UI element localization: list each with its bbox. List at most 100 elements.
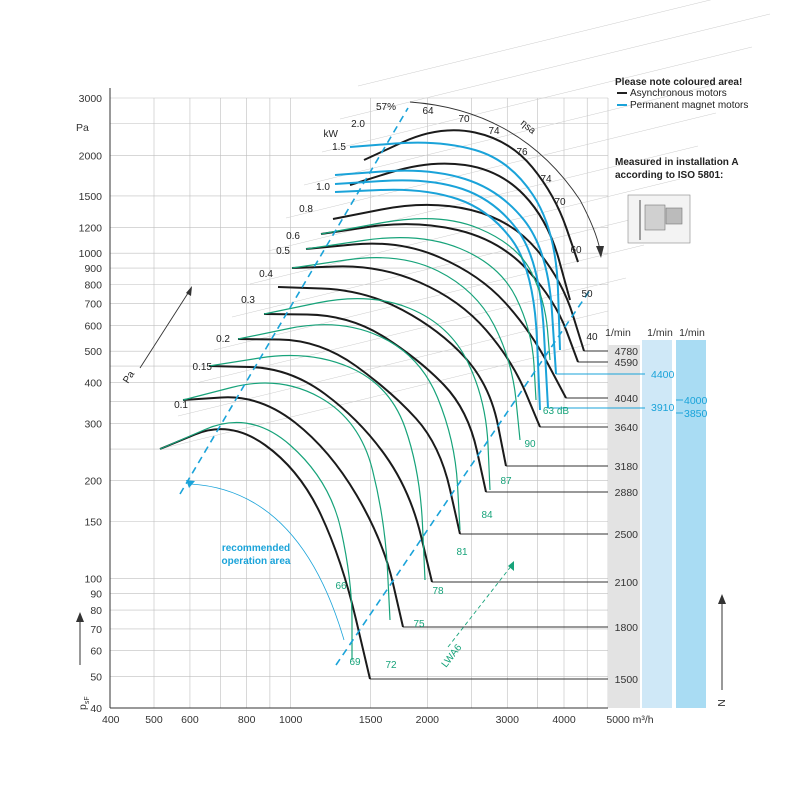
efficiency-label: 70 (554, 197, 566, 208)
curve-async (349, 162, 571, 301)
speed-label-pm: 3910 (651, 402, 675, 414)
x-tick-label: 3000 (496, 714, 520, 726)
speed-column-async (608, 345, 640, 708)
efficiency-label: 70 (458, 114, 470, 125)
curve-async (182, 396, 404, 628)
speed-label-async: 2100 (615, 577, 639, 589)
x-tick-label: 800 (238, 714, 256, 726)
speed-label-async: 2500 (615, 529, 639, 541)
y-tick-label: 300 (84, 418, 102, 430)
speed-label-pm: 4000 (684, 395, 708, 407)
y-tick-label: 900 (84, 263, 102, 275)
power-axis-name: Pa (121, 369, 137, 386)
efficiency-axis-label: ηsa (518, 118, 538, 137)
power-label: 1.0 (316, 182, 330, 193)
y-tick-label: 1200 (79, 222, 103, 234)
efficiency-label: 60 (570, 245, 582, 256)
x-tick-label: 500 (145, 714, 163, 726)
noise-label: 66 (335, 581, 347, 592)
y-tick-label: 800 (84, 280, 102, 292)
noise-label: 84 (481, 510, 493, 521)
curve-async (208, 365, 433, 583)
speed-label-async: 3640 (615, 422, 639, 434)
power-label: 0.1 (174, 400, 188, 411)
power-unit-label: kW (324, 129, 339, 140)
y-tick-label: 40 (90, 703, 102, 715)
speed-column-header: 1/min (647, 327, 673, 339)
curve-pm (334, 188, 541, 411)
noise-axis-label: LWA6 (440, 642, 465, 670)
curve-pm (349, 141, 561, 351)
efficiency-label: 64 (422, 106, 434, 117)
y-tick-label: 1500 (79, 191, 103, 203)
efficiency-label: 74 (540, 174, 552, 185)
y-tick-label: 700 (84, 299, 102, 311)
operation-boundary-left (179, 107, 409, 495)
speed-label-async: 2880 (615, 487, 639, 499)
speed-label-async: 1800 (615, 622, 639, 634)
power-axis-arrow (139, 289, 191, 369)
efficiency-label: 50 (581, 289, 593, 300)
power-label: 2.0 (351, 119, 365, 130)
y-axis-arrowhead (76, 612, 84, 622)
x-tick-label: 400 (102, 714, 120, 726)
operation-boundary-right (335, 289, 591, 666)
grid (109, 97, 609, 709)
speed-axis-label: N (716, 699, 728, 707)
curve-pm (334, 169, 557, 375)
fan-curves (159, 129, 585, 680)
y-tick-label: 200 (84, 476, 102, 488)
oblique-line (213, 244, 645, 351)
x-tick-label: 5000 m³/h (606, 714, 653, 726)
noise-label: 69 (349, 657, 361, 668)
efficiency-arrowhead (596, 246, 604, 258)
y-tick-label: 70 (90, 624, 102, 636)
legend-label: Permanent magnet motors (630, 100, 748, 111)
curve-efficiency (263, 298, 491, 491)
y-tick-label: 50 (90, 671, 102, 683)
y-tick-label: 400 (84, 378, 102, 390)
oblique-line (321, 46, 753, 153)
noise-label: 72 (385, 660, 397, 671)
speed-column-pm-1 (642, 340, 672, 708)
efficiency-label: 76 (516, 147, 528, 158)
noise-label: 90 (524, 439, 536, 450)
measurement-note: Measured in installation A (615, 157, 739, 168)
y-tick-label: 600 (84, 320, 102, 332)
curve-efficiency (291, 257, 521, 441)
noise-label: 87 (500, 476, 512, 487)
efficiency-label: 74 (488, 126, 500, 137)
y-unit-label: Pa (76, 122, 89, 134)
speed-label-async: 3180 (615, 461, 639, 473)
oblique-line (159, 343, 591, 450)
noise-label: 75 (413, 619, 425, 630)
y-tick-label: 150 (84, 516, 102, 528)
power-label: 1.5 (332, 142, 346, 153)
speed-column-pm-2 (676, 340, 706, 708)
oblique-line (231, 211, 663, 318)
annotation-text: recommended (222, 543, 290, 554)
x-tick-label: 1000 (279, 714, 303, 726)
y-tick-label: 100 (84, 574, 102, 586)
annotation-arrow (189, 483, 345, 641)
speed-column-header: 1/min (605, 327, 631, 339)
installation-diagram (627, 194, 691, 244)
noise-label: 63 dB (543, 406, 569, 417)
annotation-text: operation area (222, 556, 291, 567)
power-label: 0.5 (276, 246, 290, 257)
y-axis-label: psF (77, 696, 91, 710)
speed-label-async: 4780 (615, 346, 639, 358)
oblique-line (285, 112, 717, 219)
y-tick-label: 60 (90, 646, 102, 658)
y-tick-label: 1000 (79, 248, 103, 260)
y-tick-label: 2000 (79, 150, 103, 162)
power-label: 0.4 (259, 269, 273, 280)
legend-label: Asynchronous motors (630, 88, 727, 99)
speed-label-pm: 3850 (684, 408, 708, 420)
power-axis-arrowhead (186, 286, 192, 296)
speed-label-async: 4040 (615, 393, 639, 405)
oblique-line (339, 13, 771, 120)
power-label: 0.2 (216, 334, 230, 345)
